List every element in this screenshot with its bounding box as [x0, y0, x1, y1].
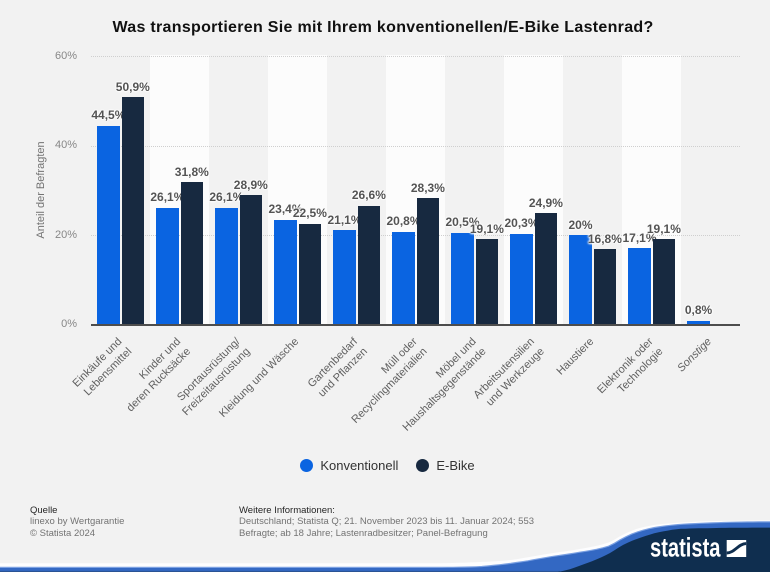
svg-text:statista: statista: [650, 532, 721, 562]
